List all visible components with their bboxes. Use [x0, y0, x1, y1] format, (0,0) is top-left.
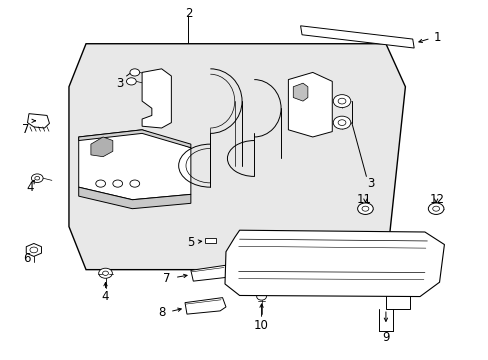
Bar: [205, 238, 216, 243]
Polygon shape: [385, 288, 409, 309]
Circle shape: [256, 293, 266, 300]
Polygon shape: [79, 130, 190, 200]
Circle shape: [333, 275, 339, 279]
Text: 1: 1: [432, 31, 440, 44]
Text: 7: 7: [163, 272, 170, 285]
Circle shape: [412, 263, 421, 269]
Text: 8: 8: [158, 306, 165, 319]
Circle shape: [130, 180, 140, 187]
Text: 12: 12: [429, 193, 444, 206]
Polygon shape: [190, 265, 229, 281]
Circle shape: [343, 265, 349, 269]
Circle shape: [375, 267, 381, 271]
Polygon shape: [26, 243, 41, 256]
Circle shape: [337, 98, 345, 104]
Polygon shape: [69, 44, 405, 270]
Text: 3: 3: [367, 177, 374, 190]
Polygon shape: [184, 298, 225, 314]
Circle shape: [102, 271, 108, 275]
Circle shape: [309, 262, 315, 266]
Text: 9: 9: [382, 331, 389, 344]
Polygon shape: [142, 69, 171, 128]
Polygon shape: [27, 114, 49, 128]
Polygon shape: [79, 187, 190, 209]
Circle shape: [113, 180, 122, 187]
Polygon shape: [224, 230, 444, 297]
Text: 7: 7: [22, 123, 30, 136]
Circle shape: [99, 268, 112, 278]
Circle shape: [35, 176, 40, 180]
Circle shape: [337, 120, 345, 126]
Text: 10: 10: [254, 319, 268, 332]
Circle shape: [31, 174, 43, 183]
Text: 5: 5: [187, 236, 194, 249]
Circle shape: [357, 203, 372, 215]
Circle shape: [288, 248, 297, 255]
Circle shape: [356, 253, 365, 259]
Circle shape: [332, 95, 350, 108]
Circle shape: [361, 206, 368, 211]
Text: 3: 3: [116, 77, 123, 90]
Text: 11: 11: [356, 193, 371, 206]
Circle shape: [130, 69, 140, 76]
Circle shape: [427, 203, 443, 215]
Text: 2: 2: [184, 7, 192, 20]
Polygon shape: [79, 130, 190, 148]
Polygon shape: [293, 83, 307, 101]
Polygon shape: [91, 137, 113, 157]
Circle shape: [275, 261, 281, 266]
Circle shape: [323, 249, 331, 256]
Circle shape: [259, 250, 268, 257]
Circle shape: [96, 180, 105, 187]
Circle shape: [432, 206, 439, 211]
Polygon shape: [288, 72, 331, 137]
Polygon shape: [300, 26, 413, 48]
Circle shape: [390, 257, 399, 264]
Circle shape: [30, 247, 38, 253]
Text: 6: 6: [23, 252, 31, 265]
Text: 4: 4: [26, 181, 34, 194]
Circle shape: [261, 271, 266, 275]
Circle shape: [126, 78, 136, 85]
Text: 4: 4: [102, 290, 109, 303]
Circle shape: [332, 116, 350, 129]
